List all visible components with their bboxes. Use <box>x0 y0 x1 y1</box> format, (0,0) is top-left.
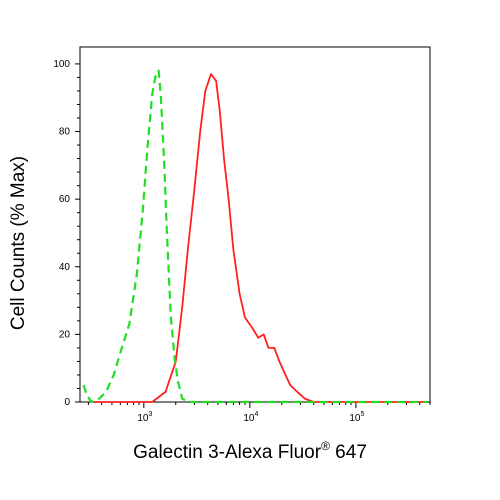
x-axis-label: Galectin 3-Alexa Fluor® 647 <box>133 439 367 463</box>
x-axis-label-superscript: ® <box>321 439 330 453</box>
x-axis-label-suffix: 647 <box>330 442 367 463</box>
x-tick-label: 105 <box>349 411 364 424</box>
series-layer <box>82 69 428 404</box>
y-tick-label: 60 <box>59 194 71 205</box>
plot-area <box>79 46 431 403</box>
y-tick-label: 40 <box>59 262 71 273</box>
y-tick-label: 80 <box>59 127 71 138</box>
plot-border <box>79 46 431 403</box>
series-line-2 <box>82 69 428 404</box>
y-tick-label: 0 <box>64 397 70 408</box>
x-tick-label: 104 <box>243 411 258 424</box>
series-line-1 <box>92 73 428 403</box>
y-axis: 0 20 40 60 80 100 <box>53 59 80 408</box>
y-tick-label: 20 <box>59 329 71 340</box>
x-axis-label-main: Galectin 3-Alexa Fluor <box>133 442 322 463</box>
y-tick-label: 100 <box>53 59 70 70</box>
y-axis-label: Cell Counts (% Max) <box>8 156 29 330</box>
x-axis: 103 104 105 <box>87 402 431 424</box>
x-tick-label: 103 <box>137 411 152 424</box>
